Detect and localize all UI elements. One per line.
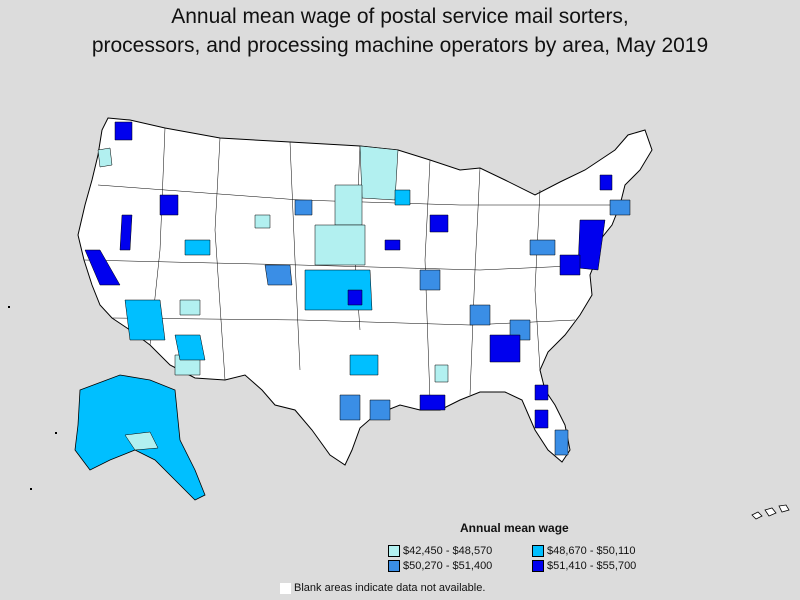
blank-swatch (280, 582, 291, 594)
legend-swatch-4 (532, 560, 544, 572)
area-mid (124, 189, 411, 376)
data-note: Blank areas indicate data not available. (280, 582, 485, 594)
legend-title: Annual mean wage (460, 521, 569, 535)
area-dark (84, 121, 613, 429)
legend-swatch-2 (532, 545, 544, 557)
map-title: Annual mean wage of postal service mail … (0, 2, 800, 60)
legend-item-4: $51,410 - $55,700 (532, 560, 636, 572)
note-text: Blank areas indicate data not available. (294, 582, 486, 594)
title-line-1: Annual mean wage of postal service mail … (171, 5, 629, 28)
legend-label-4: $51,410 - $55,700 (547, 560, 637, 572)
legend-swatch-1 (388, 545, 400, 557)
hawaii (751, 504, 790, 520)
title-line-2: processors, and processing machine opera… (91, 34, 709, 57)
legend-swatch-3 (388, 560, 400, 572)
legend-label-2: $48,670 - $50,110 (547, 545, 636, 557)
legend-item-2: $48,670 - $50,110 (532, 545, 635, 557)
islands (8, 306, 57, 490)
alaska-region (124, 431, 159, 451)
legend-item-3: $50,270 - $51,400 (388, 560, 492, 572)
legend-item-1: $42,450 - $48,570 (388, 545, 492, 557)
area-light (97, 145, 449, 383)
legend-label-3: $50,270 - $51,400 (403, 560, 493, 572)
area-blue (264, 199, 631, 456)
legend-label-1: $42,450 - $48,570 (403, 545, 493, 557)
